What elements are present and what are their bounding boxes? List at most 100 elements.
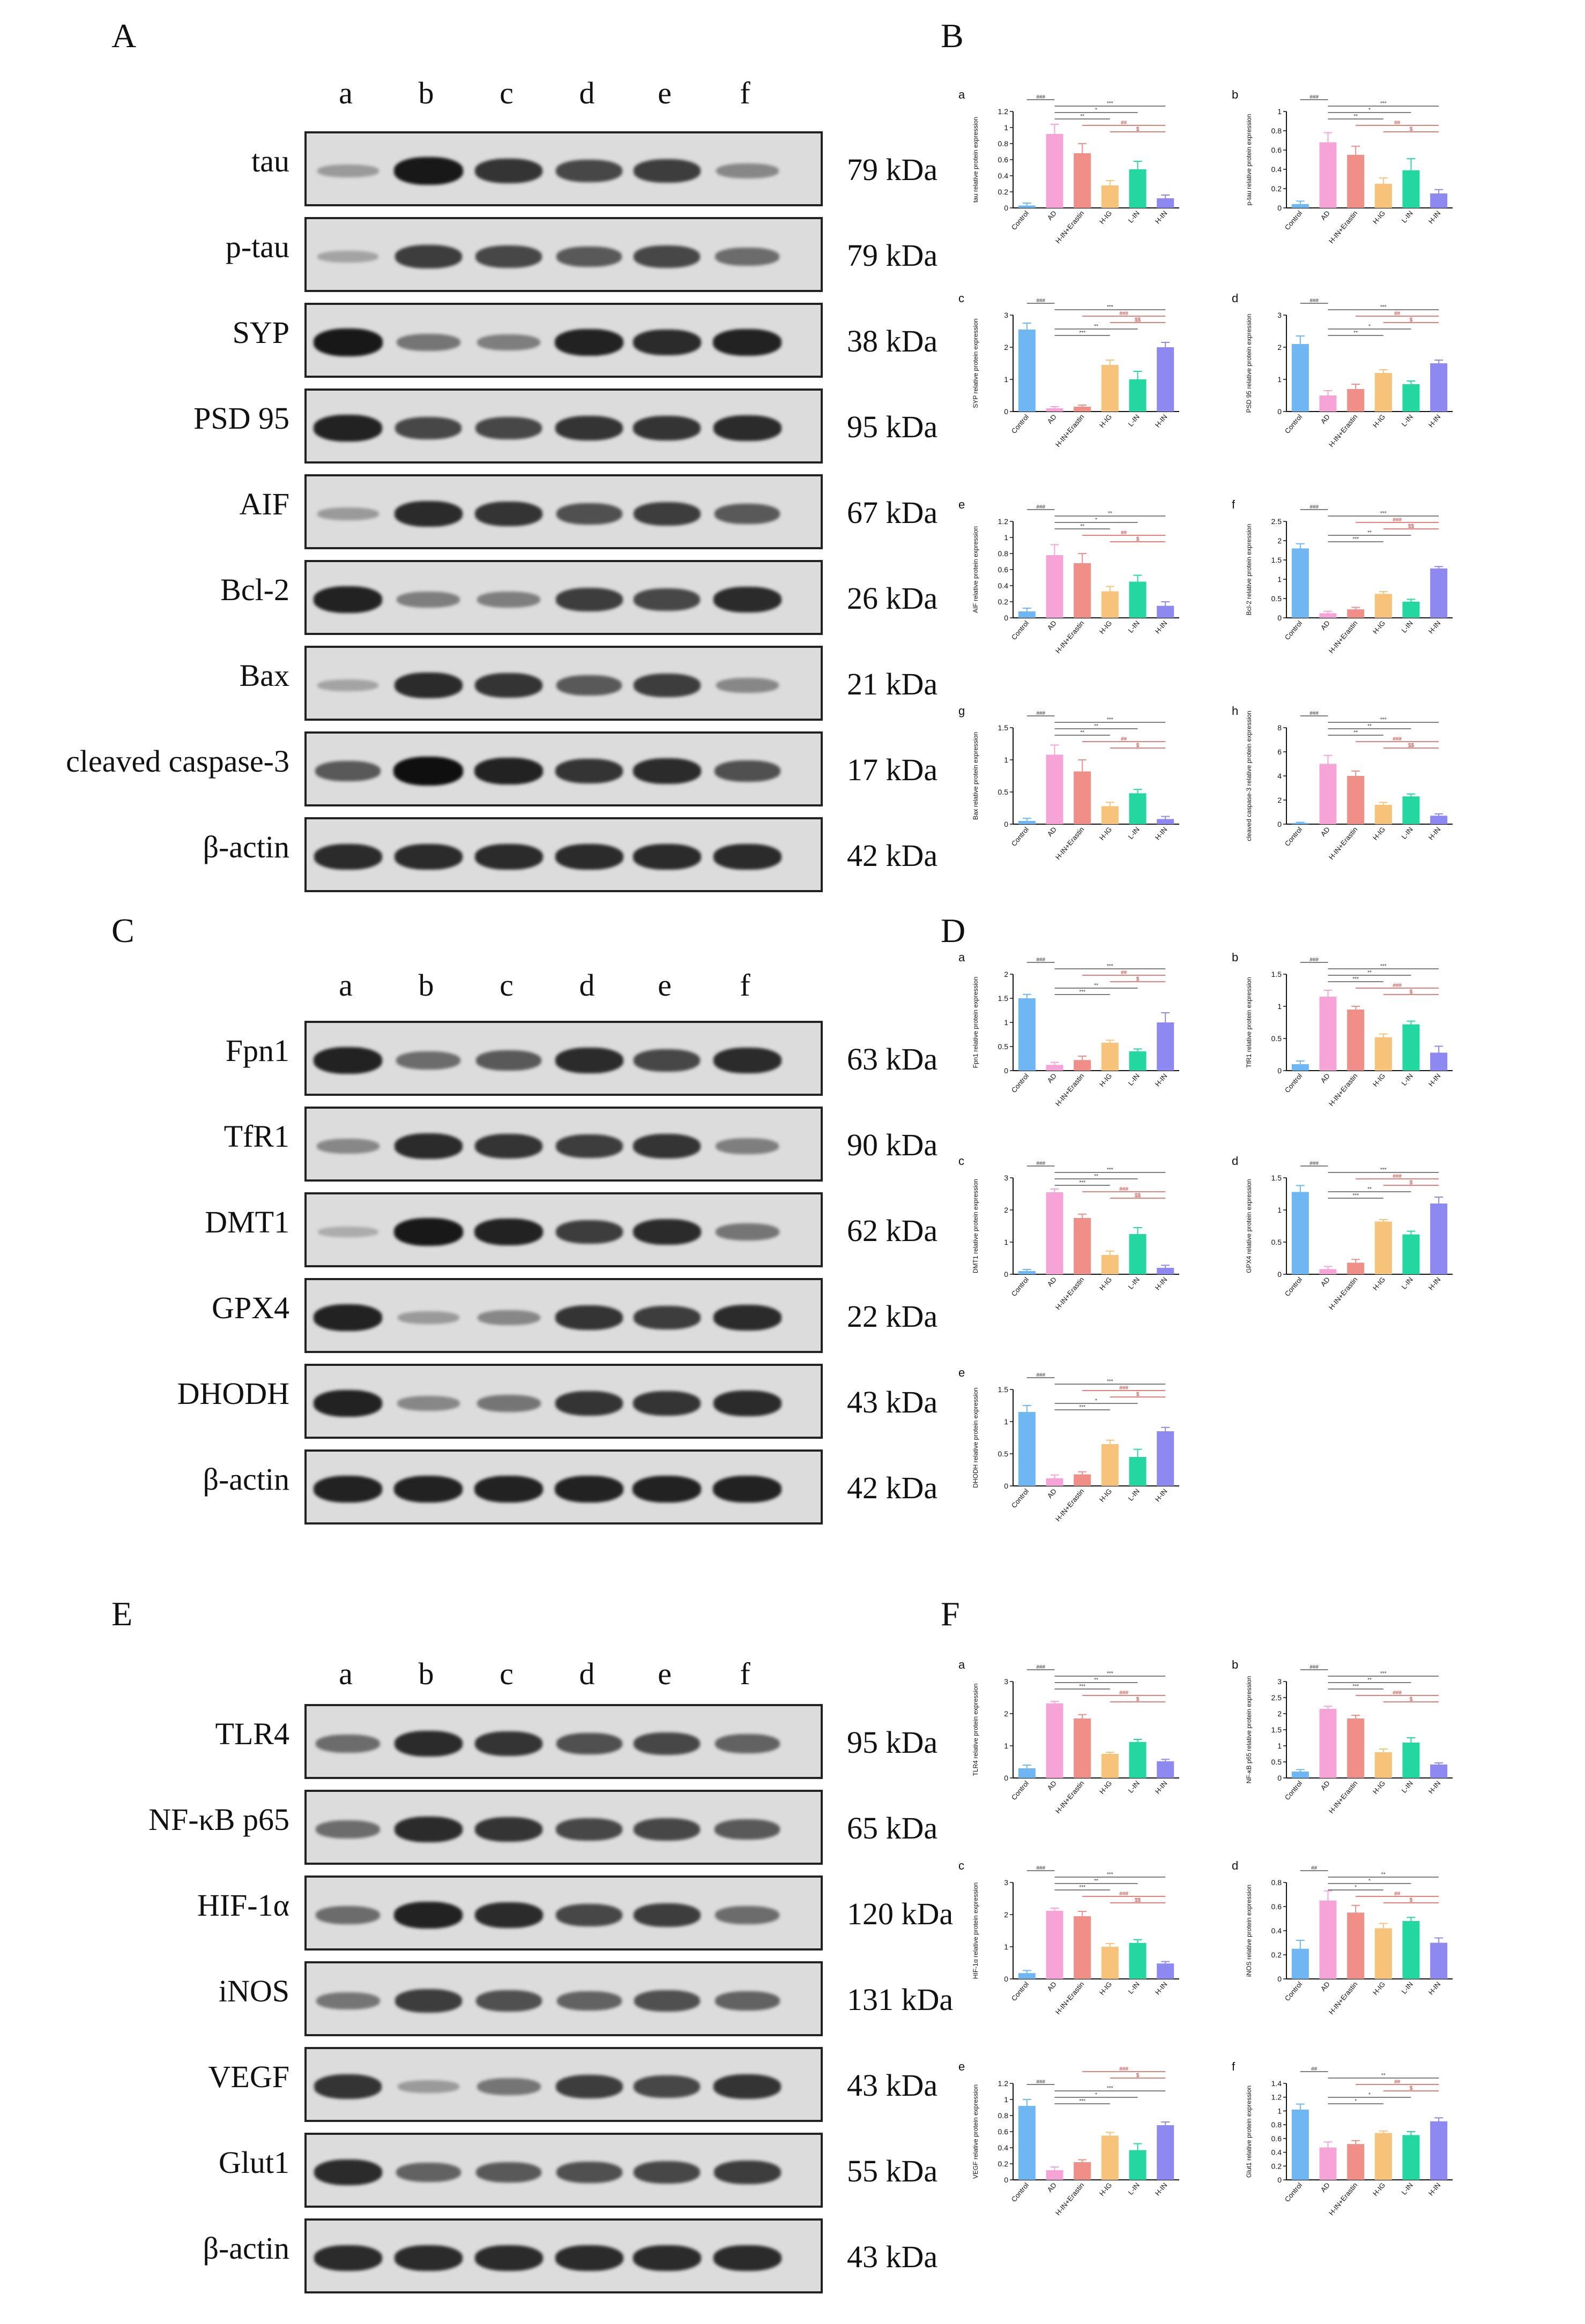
- y-axis-label: Bcl-2 relative protein expression: [1245, 524, 1253, 616]
- y-axis-label: tau relative protein expression: [972, 117, 979, 203]
- y-tick-label: 0: [1004, 1066, 1008, 1075]
- protein-band: [633, 1134, 701, 1159]
- molecular-weight-label: 131 kDa: [847, 1982, 954, 2017]
- y-tick-label: 0.6: [1271, 1902, 1282, 1911]
- blot-strip: [304, 1192, 823, 1267]
- y-tick-label: 2: [1004, 1206, 1008, 1214]
- protein-band: [317, 507, 379, 520]
- bar-chart-B-e: e AIF relative protein expression 0 0.2 0.4 0…: [958, 498, 1179, 655]
- significance-label: ##: [1311, 1865, 1318, 1871]
- protein-band: [634, 1990, 700, 2012]
- protein-band: [715, 248, 779, 266]
- x-tick-label: AD: [1046, 619, 1058, 631]
- protein-band: [556, 1818, 622, 1841]
- y-tick-label: 2.5: [1271, 517, 1282, 526]
- blot-row-label: Bcl-2: [220, 572, 289, 607]
- y-axis-label: DMT1 relative protein expression: [972, 1179, 979, 1273]
- protein-band: [713, 1305, 782, 1331]
- blot-strip: [304, 646, 823, 721]
- x-tick-label: L-IN: [1127, 1072, 1141, 1087]
- y-axis-label: Glut1 relative protein expression: [1245, 2086, 1253, 2178]
- blot-row-label: NF-κB p65: [148, 1802, 289, 1837]
- significance-label: ###: [1309, 94, 1319, 100]
- bar-H-IN: [1430, 816, 1448, 824]
- bar-H-IN+Erastin: [1074, 1718, 1091, 1778]
- significance-label: *: [1095, 2092, 1097, 2098]
- bar-H-IN+Erastin: [1347, 155, 1365, 208]
- x-tick-label: L-IN: [1127, 2181, 1141, 2196]
- y-tick-label: 0.8: [1271, 126, 1282, 135]
- bar-H-IG: [1374, 1037, 1392, 1071]
- blot-strip: [304, 217, 823, 292]
- blot-row-label: GPX4: [211, 1290, 289, 1325]
- y-tick-label: 1.5: [998, 994, 1009, 1003]
- y-tick-label: 0.6: [998, 155, 1009, 164]
- y-tick-label: 1.5: [998, 1385, 1009, 1394]
- protein-band: [634, 1732, 700, 1755]
- significance-label: ***: [1352, 1684, 1359, 1690]
- blot-row-label: β-actin: [203, 1462, 289, 1497]
- bar-Control: [1018, 998, 1036, 1071]
- x-tick-label: H-IG: [1371, 413, 1387, 429]
- x-tick-label: H-IG: [1098, 1072, 1113, 1088]
- y-tick-label: 1.4: [1271, 2079, 1282, 2088]
- y-tick-label: 0.4: [998, 2143, 1009, 2152]
- bar-L-IN: [1129, 1742, 1147, 1778]
- protein-band: [632, 758, 701, 784]
- bar-H-IG: [1374, 805, 1392, 824]
- y-tick-label: 0: [1277, 2176, 1282, 2184]
- bar-Control: [1291, 1772, 1309, 1778]
- y-tick-label: 0: [1277, 1975, 1282, 1983]
- x-tick-label: L-IN: [1400, 1779, 1415, 1794]
- x-tick-label: H-IN+Erastin: [1054, 619, 1086, 655]
- protein-band: [556, 246, 622, 267]
- lane-label-e: e: [658, 1656, 672, 1691]
- blot-strip: [304, 303, 823, 378]
- lane-label-b: b: [418, 968, 434, 1003]
- significance-label: ###: [1119, 2066, 1128, 2072]
- blot-row-label: cleaved caspase-3: [65, 744, 289, 779]
- y-tick-label: 0.2: [998, 188, 1009, 196]
- blot-strip: [304, 1961, 823, 2036]
- x-tick-label: AD: [1046, 209, 1058, 221]
- bar-L-IN: [1129, 1234, 1147, 1274]
- bar-H-IN+Erastin: [1074, 1060, 1091, 1071]
- significance-label: ###: [1393, 517, 1402, 523]
- subpanel-label: h: [1232, 704, 1238, 718]
- y-tick-label: 1: [1277, 1742, 1282, 1750]
- x-tick-label: Control: [1010, 1487, 1031, 1510]
- x-tick-label: H-IN: [1154, 1980, 1169, 1996]
- significance-label: ***: [1380, 963, 1387, 969]
- x-tick-label: H-IN+Erastin: [1054, 1072, 1086, 1108]
- y-tick-label: 0.8: [998, 139, 1009, 148]
- bar-H-IN+Erastin: [1347, 776, 1365, 824]
- blot-row-label: VEGF: [208, 2059, 289, 2094]
- protein-band: [632, 2245, 701, 2271]
- protein-band: [393, 157, 463, 185]
- significance-label: $: [1410, 317, 1413, 323]
- significance-label: ##: [1311, 2066, 1318, 2072]
- x-tick-label: H-IG: [1098, 1980, 1113, 1997]
- protein-band: [474, 758, 543, 784]
- x-tick-label: AD: [1319, 2181, 1331, 2193]
- y-tick-label: 1: [1004, 1417, 1008, 1426]
- molecular-weight-label: 67 kDa: [847, 495, 938, 530]
- protein-band: [474, 1219, 543, 1245]
- protein-band: [477, 1310, 540, 1325]
- x-tick-label: AD: [1319, 1779, 1331, 1791]
- y-tick-label: 0.5: [1271, 1034, 1282, 1043]
- subpanel-label: d: [1232, 292, 1238, 305]
- protein-band: [555, 588, 623, 611]
- protein-band: [475, 1134, 542, 1159]
- bar-chart-B-h: h cleaved caspase-3 relative protein expr…: [1232, 704, 1453, 861]
- subpanel-label: c: [958, 1154, 964, 1168]
- y-axis-label: Bax relative protein expression: [972, 732, 979, 820]
- lane-label-c: c: [500, 1656, 514, 1691]
- protein-band: [634, 2161, 700, 2184]
- y-tick-label: 3: [1004, 311, 1008, 319]
- x-tick-label: H-IG: [1098, 413, 1113, 429]
- protein-band: [713, 2245, 782, 2271]
- molecular-weight-label: 26 kDa: [847, 581, 938, 616]
- y-axis-label: AIF relative protein expression: [972, 526, 979, 613]
- x-tick-label: H-IN+Erastin: [1054, 2181, 1086, 2217]
